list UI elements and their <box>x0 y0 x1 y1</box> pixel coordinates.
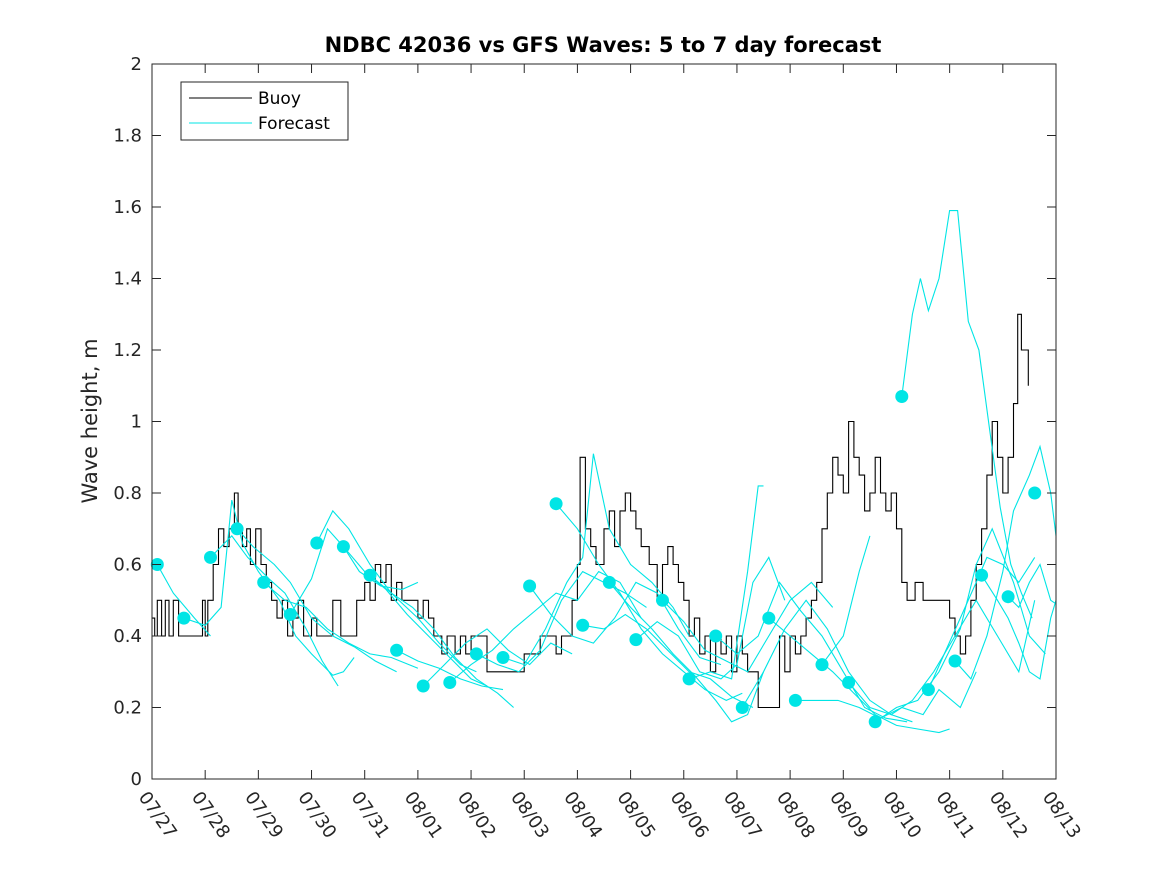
forecast-line-1 <box>156 564 211 637</box>
forecast-line-4 <box>236 528 397 673</box>
y-tick-label: 1 <box>131 412 142 433</box>
y-tick-label: 1.2 <box>113 340 142 361</box>
forecast-point-28 <box>868 715 882 729</box>
chart-title: NDBC 42036 vs GFS Waves: 5 to 7 day fore… <box>325 33 882 57</box>
forecast-point-19 <box>629 633 643 647</box>
forecast-line-5 <box>263 581 419 669</box>
forecast-line-25 <box>795 671 977 719</box>
forecast-point-14 <box>496 651 510 664</box>
series-layer <box>150 210 1057 734</box>
forecast-point-25 <box>788 693 802 707</box>
forecast-point-5 <box>257 575 271 589</box>
forecast-point-15 <box>523 579 537 593</box>
forecast-point-6 <box>283 608 297 621</box>
y-tick-label: 1.4 <box>113 269 142 290</box>
forecast-point-2 <box>177 611 191 625</box>
forecast-line-3 <box>210 535 339 687</box>
forecast-line-26 <box>821 535 871 665</box>
forecast-line-33 <box>1007 563 1057 609</box>
y-tick-label: 1.6 <box>113 197 142 218</box>
forecast-point-29 <box>895 390 909 403</box>
forecast-point-13 <box>469 647 483 661</box>
legend-forecast-label: Forecast <box>258 114 330 134</box>
forecast-point-23 <box>735 701 749 714</box>
forecast-point-11 <box>416 679 430 693</box>
legend-buoy-label: Buoy <box>258 89 301 109</box>
forecast-line-11 <box>422 628 573 687</box>
forecast-point-31 <box>948 654 962 668</box>
forecast-line-9 <box>369 574 514 708</box>
forecast-line-23 <box>741 599 913 723</box>
forecast-line-31 <box>954 444 1057 680</box>
forecast-line-19 <box>635 556 786 680</box>
legend-box <box>180 81 349 141</box>
y-tick-label: 0 <box>131 769 142 790</box>
forecast-point-4 <box>230 522 244 536</box>
forecast-line-10 <box>396 649 504 691</box>
forecast-point-12 <box>443 676 457 689</box>
forecast-line-32 <box>981 574 1057 680</box>
y-tick-label: 0.6 <box>113 555 142 576</box>
forecast-point-34 <box>1028 486 1042 500</box>
y-axis-label: Wave height, m <box>78 338 102 503</box>
forecast-point-17 <box>576 618 590 632</box>
forecast-point-16 <box>549 497 563 511</box>
forecast-line-24 <box>768 617 950 734</box>
forecast-point-9 <box>363 568 377 582</box>
y-tick-label: 0.4 <box>113 626 142 647</box>
forecast-line-29 <box>901 210 1033 619</box>
forecast-point-21 <box>682 672 696 686</box>
forecast-point-18 <box>602 575 616 589</box>
forecast-point-27 <box>842 676 856 689</box>
legend: Buoy Forecast <box>180 81 349 141</box>
forecast-point-30 <box>921 683 935 697</box>
y-tick-label: 0.2 <box>113 698 142 719</box>
forecast-point-7 <box>310 536 324 550</box>
forecast-line-21 <box>688 485 764 680</box>
forecast-line-17 <box>582 613 754 708</box>
forecast-point-10 <box>390 643 404 657</box>
forecast-line-14 <box>502 453 690 666</box>
buoy-series-line <box>152 313 1029 709</box>
forecast-point-24 <box>762 611 776 625</box>
forecast-point-20 <box>656 593 669 607</box>
forecast-line-16 <box>555 503 743 702</box>
forecast-line-20 <box>662 581 834 673</box>
y-tick-label: 0.8 <box>113 483 142 504</box>
forecast-point-3 <box>204 550 217 564</box>
forecast-line-15 <box>529 581 722 666</box>
forecast-line-13 <box>476 570 647 673</box>
forecast-point-33 <box>1001 590 1015 604</box>
forecast-point-8 <box>336 540 350 554</box>
forecast-line-28 <box>874 527 1046 723</box>
plot-area <box>152 64 1056 779</box>
forecast-point-32 <box>975 568 989 582</box>
forecast-point-26 <box>815 658 829 672</box>
forecast-line-6 <box>289 527 419 615</box>
forecast-point-22 <box>709 629 723 643</box>
y-tick-label: 1.8 <box>113 126 142 147</box>
y-tick-label: 2 <box>131 54 142 75</box>
forecast-line-22 <box>715 581 908 723</box>
